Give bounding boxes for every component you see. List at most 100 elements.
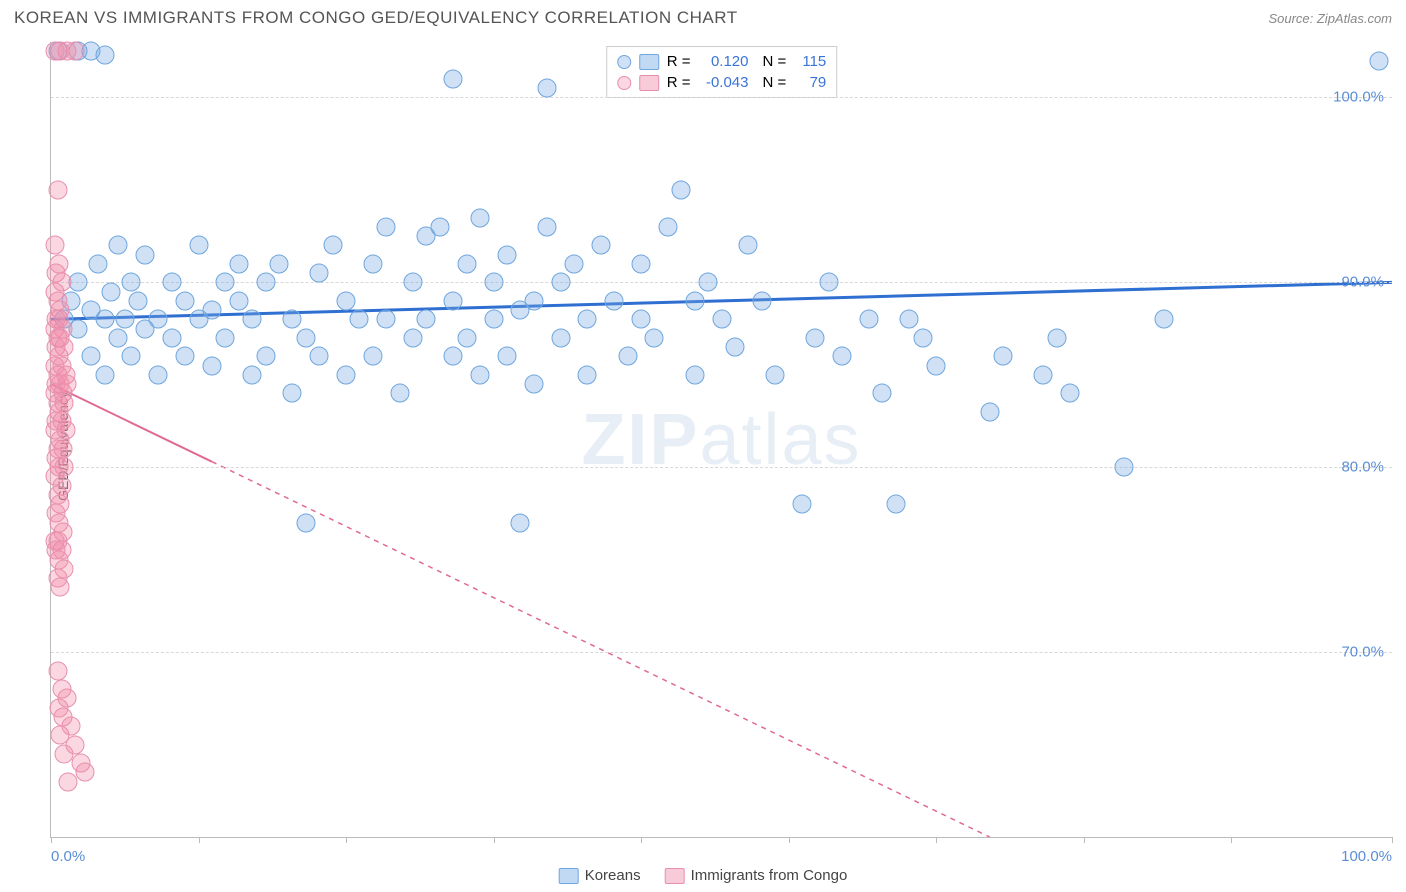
data-point <box>712 310 731 329</box>
data-point <box>1034 365 1053 384</box>
data-point <box>75 763 94 782</box>
data-point <box>766 365 785 384</box>
r-value-congo: -0.043 <box>699 74 749 91</box>
x-tick <box>51 837 52 843</box>
data-point <box>886 495 905 514</box>
data-point <box>538 79 557 98</box>
gridline <box>51 282 1392 283</box>
data-point <box>216 273 235 292</box>
data-point <box>471 208 490 227</box>
data-point <box>497 245 516 264</box>
data-point <box>149 310 168 329</box>
y-tick-label: 100.0% <box>1333 89 1384 106</box>
data-point <box>471 365 490 384</box>
data-point <box>685 365 704 384</box>
data-point <box>48 180 67 199</box>
data-point <box>48 661 67 680</box>
data-point <box>551 273 570 292</box>
n-value-congo: 79 <box>794 74 826 91</box>
data-point <box>109 236 128 255</box>
legend-label: Immigrants from Congo <box>691 867 848 884</box>
data-point <box>632 254 651 273</box>
data-point <box>283 310 302 329</box>
data-point <box>88 254 107 273</box>
data-point <box>377 310 396 329</box>
data-point <box>658 217 677 236</box>
gridline <box>51 97 1392 98</box>
chart-plot-area: ZIPatlas R = 0.120 N = 115 R = -0.043 N … <box>50 42 1392 838</box>
x-tick-label: 0.0% <box>51 848 85 865</box>
x-tick <box>789 837 790 843</box>
data-point <box>1155 310 1174 329</box>
n-label: N = <box>763 74 787 91</box>
data-point <box>269 254 288 273</box>
data-point <box>484 310 503 329</box>
data-point <box>632 310 651 329</box>
data-point <box>806 328 825 347</box>
series-legend: Koreans Immigrants from Congo <box>559 867 848 884</box>
data-point <box>229 291 248 310</box>
data-point <box>1061 384 1080 403</box>
data-point <box>109 328 128 347</box>
data-point <box>176 291 195 310</box>
data-point <box>363 254 382 273</box>
data-point <box>102 282 121 301</box>
data-point <box>725 338 744 357</box>
data-point <box>229 254 248 273</box>
data-point <box>833 347 852 366</box>
data-point <box>129 291 148 310</box>
data-point <box>511 513 530 532</box>
data-point <box>162 273 181 292</box>
source-attribution: Source: ZipAtlas.com <box>1268 11 1392 26</box>
data-point <box>296 513 315 532</box>
data-point <box>95 310 114 329</box>
x-tick <box>641 837 642 843</box>
data-point <box>819 273 838 292</box>
circle-marker-icon <box>617 76 631 90</box>
data-point <box>149 365 168 384</box>
data-point <box>82 347 101 366</box>
data-point <box>337 365 356 384</box>
data-point <box>310 264 329 283</box>
data-point <box>256 273 275 292</box>
data-point <box>95 45 114 64</box>
data-point <box>189 236 208 255</box>
data-point <box>296 328 315 347</box>
data-point <box>430 217 449 236</box>
x-tick <box>1084 837 1085 843</box>
n-label: N = <box>763 53 787 70</box>
data-point <box>176 347 195 366</box>
data-point <box>457 328 476 347</box>
data-point <box>323 236 342 255</box>
data-point <box>256 347 275 366</box>
data-point <box>913 328 932 347</box>
r-label: R = <box>667 53 691 70</box>
x-tick <box>936 837 937 843</box>
data-point <box>538 217 557 236</box>
data-point <box>739 236 758 255</box>
data-point <box>980 402 999 421</box>
x-tick <box>494 837 495 843</box>
data-point <box>551 328 570 347</box>
data-point <box>122 273 141 292</box>
data-point <box>994 347 1013 366</box>
data-point <box>524 291 543 310</box>
y-tick-label: 80.0% <box>1341 459 1384 476</box>
data-point <box>51 578 70 597</box>
data-point <box>699 273 718 292</box>
data-point <box>578 365 597 384</box>
data-point <box>1047 328 1066 347</box>
data-point <box>283 384 302 403</box>
legend-label: Koreans <box>585 867 641 884</box>
data-point <box>243 365 262 384</box>
data-point <box>162 328 181 347</box>
square-swatch-pink <box>665 868 685 884</box>
data-point <box>135 245 154 264</box>
square-swatch-pink <box>639 75 659 91</box>
chart-title: KOREAN VS IMMIGRANTS FROM CONGO GED/EQUI… <box>14 8 738 28</box>
data-point <box>497 347 516 366</box>
data-point <box>927 356 946 375</box>
data-point <box>243 310 262 329</box>
data-point <box>484 273 503 292</box>
data-point <box>860 310 879 329</box>
